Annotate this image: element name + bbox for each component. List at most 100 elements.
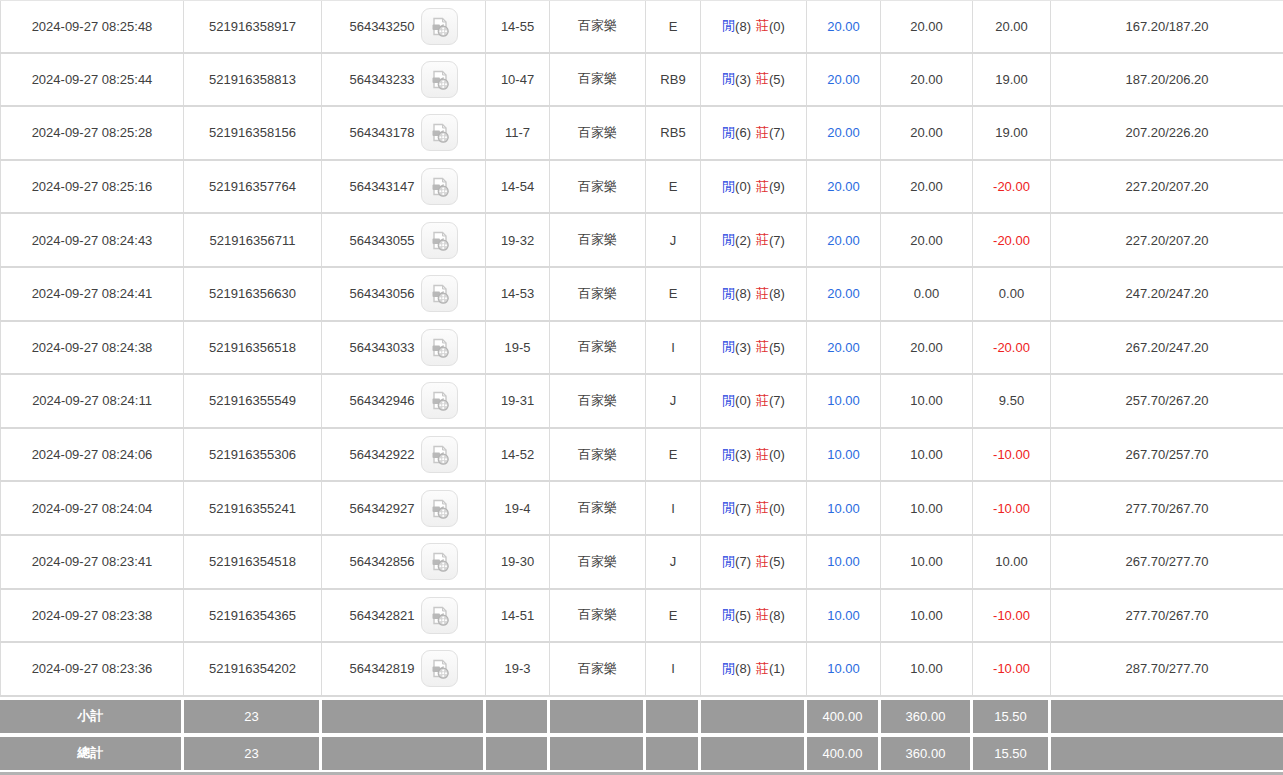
video-replay-button[interactable] xyxy=(421,8,458,45)
subtotal-empty-result xyxy=(701,700,807,733)
valid-bet-amount: 10.00 xyxy=(881,375,973,427)
game-result: 閒(2)莊(7) xyxy=(701,214,807,266)
table-row: 2024-09-27 08:25:28 521916358156 5643431… xyxy=(0,107,1283,161)
subtotal-empty-balance xyxy=(1051,700,1283,733)
round-id: 564343233 xyxy=(349,72,414,87)
win-loss-amount: -20.00 xyxy=(973,161,1051,213)
table-number: 19-5 xyxy=(486,322,550,374)
game-name: 百家樂 xyxy=(550,1,646,52)
banker-label: 莊 xyxy=(756,392,769,410)
subtotal-empty-code xyxy=(646,700,701,733)
game-name: 百家樂 xyxy=(550,643,646,695)
bet-code: E xyxy=(646,590,701,642)
game-result: 閒(8)莊(0) xyxy=(701,1,807,52)
total-winloss: 15.50 xyxy=(973,737,1051,770)
table-row: 2024-09-27 08:25:16 521916357764 5643431… xyxy=(0,161,1283,215)
valid-bet-amount: 10.00 xyxy=(881,429,973,481)
banker-count: (9) xyxy=(769,179,785,194)
video-replay-button[interactable] xyxy=(421,222,458,259)
bet-amount: 10.00 xyxy=(807,482,881,534)
video-replay-button[interactable] xyxy=(421,114,458,151)
total-empty-result xyxy=(701,737,807,770)
win-loss-amount: 19.00 xyxy=(973,107,1051,159)
bet-code: E xyxy=(646,1,701,52)
valid-bet-amount: 20.00 xyxy=(881,214,973,266)
game-result: 閒(0)莊(9) xyxy=(701,161,807,213)
valid-bet-amount: 20.00 xyxy=(881,1,973,52)
player-count: (0) xyxy=(735,179,751,194)
balance-before-after: 267.70/257.70 xyxy=(1051,429,1283,481)
bet-time: 2024-09-27 08:23:41 xyxy=(0,536,184,588)
round-cell: 564343233 xyxy=(322,54,486,106)
banker-label: 莊 xyxy=(756,70,769,88)
bet-id: 521916358917 xyxy=(184,1,322,52)
game-result: 閒(3)莊(5) xyxy=(701,54,807,106)
round-cell: 564343178 xyxy=(322,107,486,159)
bet-time: 2024-09-27 08:25:28 xyxy=(0,107,184,159)
video-replay-button[interactable] xyxy=(421,275,458,312)
video-replay-button[interactable] xyxy=(421,382,458,419)
game-name: 百家樂 xyxy=(550,590,646,642)
video-replay-button[interactable] xyxy=(421,490,458,527)
round-cell: 564342856 xyxy=(322,536,486,588)
win-loss-amount: -10.00 xyxy=(973,643,1051,695)
total-count: 23 xyxy=(184,737,322,770)
game-name: 百家樂 xyxy=(550,482,646,534)
video-replay-button[interactable] xyxy=(421,543,458,580)
banker-label: 莊 xyxy=(756,124,769,142)
player-label: 閒 xyxy=(722,553,735,571)
video-replay-button[interactable] xyxy=(421,168,458,205)
player-label: 閒 xyxy=(722,17,735,35)
banker-label: 莊 xyxy=(756,285,769,303)
win-loss-amount: 10.00 xyxy=(973,536,1051,588)
banker-count: (0) xyxy=(769,501,785,516)
video-replay-button[interactable] xyxy=(421,597,458,634)
bet-id: 521916354518 xyxy=(184,536,322,588)
table-number: 19-30 xyxy=(486,536,550,588)
player-count: (0) xyxy=(735,393,751,408)
round-cell: 564342821 xyxy=(322,590,486,642)
bet-amount: 20.00 xyxy=(807,161,881,213)
banker-count: (7) xyxy=(769,393,785,408)
bet-id: 521916356630 xyxy=(184,268,322,320)
bet-amount: 10.00 xyxy=(807,536,881,588)
bet-id: 521916355241 xyxy=(184,482,322,534)
video-replay-button[interactable] xyxy=(421,329,458,366)
player-label: 閒 xyxy=(722,178,735,196)
bet-id: 521916357764 xyxy=(184,161,322,213)
bet-time: 2024-09-27 08:24:38 xyxy=(0,322,184,374)
game-result: 閒(8)莊(1) xyxy=(701,643,807,695)
bet-code: RB9 xyxy=(646,54,701,106)
player-label: 閒 xyxy=(722,338,735,356)
video-replay-button[interactable] xyxy=(421,61,458,98)
game-name: 百家樂 xyxy=(550,536,646,588)
banker-label: 莊 xyxy=(756,660,769,678)
subtotal-empty-table xyxy=(486,700,550,733)
banker-count: (0) xyxy=(769,19,785,34)
bet-id: 521916356518 xyxy=(184,322,322,374)
game-name: 百家樂 xyxy=(550,214,646,266)
table-number: 19-32 xyxy=(486,214,550,266)
game-result: 閒(0)莊(7) xyxy=(701,375,807,427)
player-count: (2) xyxy=(735,233,751,248)
win-loss-amount: -10.00 xyxy=(973,590,1051,642)
video-replay-button[interactable] xyxy=(421,436,458,473)
round-id: 564343055 xyxy=(349,233,414,248)
banker-count: (8) xyxy=(769,286,785,301)
round-id: 564342922 xyxy=(349,447,414,462)
balance-before-after: 267.70/277.70 xyxy=(1051,536,1283,588)
win-loss-amount: 19.00 xyxy=(973,54,1051,106)
video-replay-button[interactable] xyxy=(421,650,458,687)
round-id: 564342946 xyxy=(349,393,414,408)
banker-count: (7) xyxy=(769,125,785,140)
table-number: 14-53 xyxy=(486,268,550,320)
player-label: 閒 xyxy=(722,660,735,678)
valid-bet-amount: 10.00 xyxy=(881,590,973,642)
balance-before-after: 227.20/207.20 xyxy=(1051,214,1283,266)
bet-code: I xyxy=(646,482,701,534)
round-id: 564343178 xyxy=(349,125,414,140)
valid-bet-amount: 10.00 xyxy=(881,536,973,588)
table-row: 2024-09-27 08:24:41 521916356630 5643430… xyxy=(0,268,1283,322)
bet-rows: 2024-09-27 08:25:48 521916358917 5643432… xyxy=(0,0,1283,697)
player-label: 閒 xyxy=(722,70,735,88)
